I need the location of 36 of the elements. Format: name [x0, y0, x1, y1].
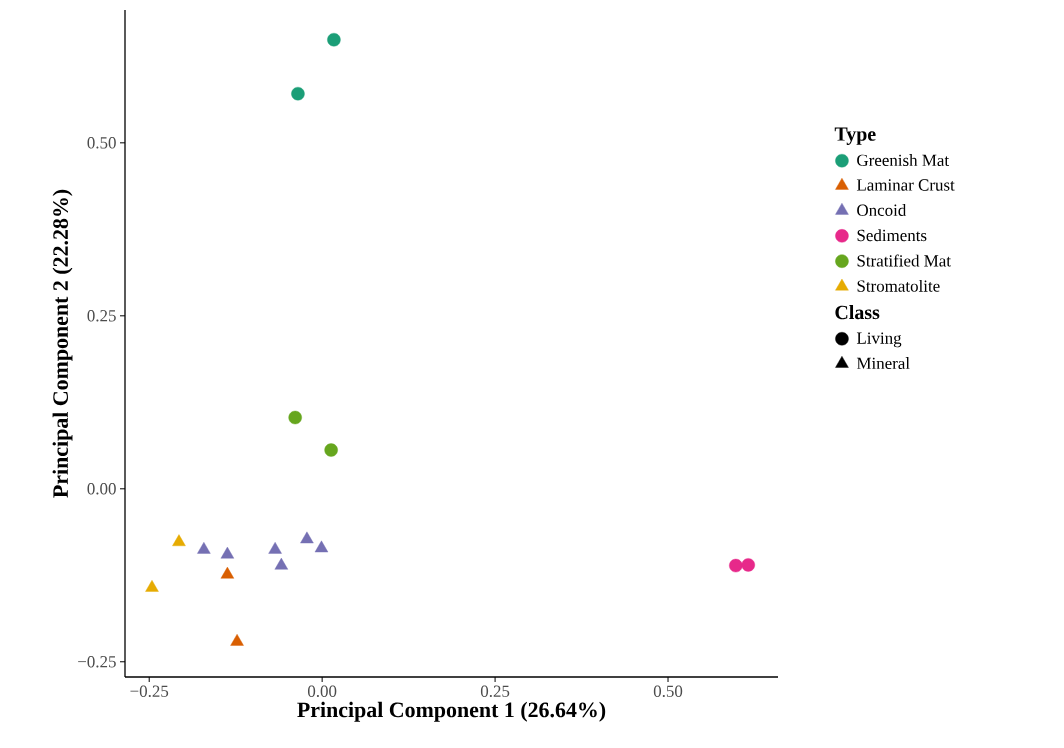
- legend-label: Living: [856, 332, 902, 348]
- text: Class: [835, 305, 880, 320]
- y-tick-label: −0.25: [78, 656, 116, 668]
- point: [729, 558, 743, 573]
- legend-label: Mineral: [856, 357, 910, 370]
- point: [288, 410, 302, 425]
- y-tick-label: 0.25: [87, 310, 116, 322]
- legend-label: Laminar Crust: [856, 179, 955, 191]
- y-tick-label: 0.00: [87, 483, 116, 495]
- legend-label: Oncoid: [857, 204, 907, 216]
- point: [268, 541, 282, 554]
- point: [291, 87, 305, 101]
- point: [172, 534, 186, 547]
- point: [324, 443, 338, 457]
- y-axis-title: Principal Component 2 (22.28%): [52, 189, 73, 498]
- point: [220, 566, 235, 579]
- point: [327, 33, 341, 47]
- point: [220, 546, 235, 559]
- point: [145, 580, 159, 592]
- x-tick-label: 0.50: [653, 685, 683, 698]
- x-tick-label: 0.25: [480, 685, 510, 698]
- point: [197, 541, 211, 554]
- point: [300, 531, 314, 544]
- point: [274, 557, 289, 570]
- legend-label: Stromatolite: [857, 279, 940, 292]
- legend-label: Stratified Mat: [857, 254, 951, 267]
- legend-title: Type: [834, 127, 876, 145]
- x-axis-title: Principal Component 1 (26.64%): [297, 701, 606, 722]
- point: [741, 558, 755, 572]
- legend-label: Greenish Mat: [857, 154, 950, 167]
- point: [230, 634, 244, 646]
- legend-label: Sediments: [857, 229, 927, 242]
- x-tick-label: 0.00: [307, 685, 337, 698]
- point: [314, 540, 329, 553]
- x-tick-label: −0.25: [130, 685, 169, 698]
- y-tick-label: 0.50: [87, 137, 116, 149]
